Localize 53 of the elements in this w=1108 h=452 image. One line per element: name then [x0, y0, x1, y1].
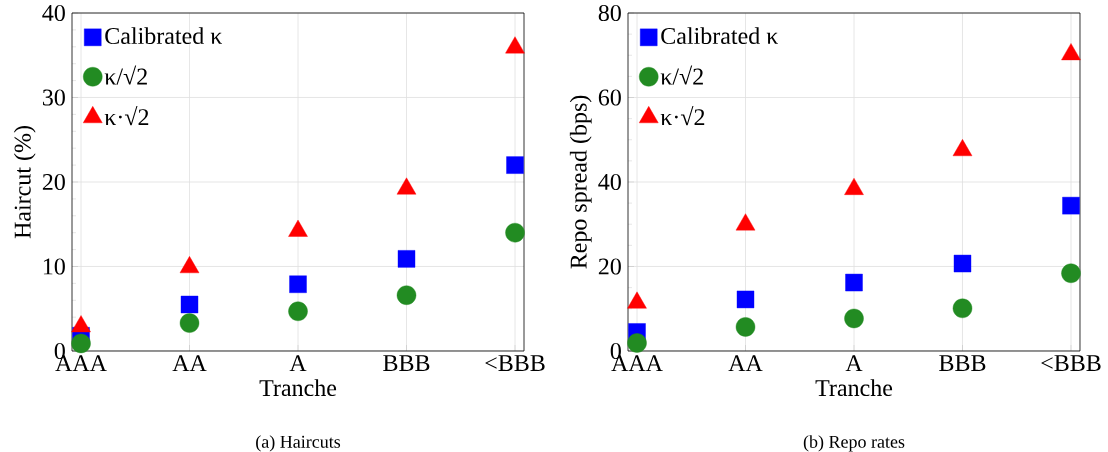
- x-tick-label: BBB: [939, 355, 986, 371]
- y-tick-label: 20: [598, 258, 621, 275]
- point: [1061, 263, 1081, 283]
- point: [952, 139, 973, 157]
- point: [179, 313, 200, 333]
- point: [844, 308, 864, 329]
- point: [397, 250, 416, 268]
- y-tick-label: 30: [42, 89, 65, 106]
- y-tick-label: 60: [598, 89, 621, 106]
- point: [396, 285, 417, 305]
- point: [845, 273, 863, 292]
- point: [1062, 196, 1080, 215]
- legend-label: κ/√2: [104, 65, 147, 85]
- point: [396, 177, 417, 195]
- y-axis-title: Repo spread (bps): [569, 95, 592, 269]
- x-tick-label: BBB: [383, 355, 430, 371]
- point: [505, 222, 525, 243]
- point: [735, 317, 756, 337]
- text: (a) Haircuts: [256, 435, 341, 452]
- legend-label: Calibrated κ: [661, 27, 778, 45]
- point: [1061, 43, 1081, 61]
- x-tick-label: <BBB: [1041, 355, 1101, 371]
- y-tick-label: 40: [42, 4, 65, 22]
- point: [736, 290, 755, 309]
- x-tick-label: A: [289, 355, 307, 372]
- x-tick-label: AA: [728, 355, 763, 372]
- point: [952, 298, 973, 319]
- x-axis-title: Tranche: [259, 379, 337, 397]
- x-tick-label: AA: [172, 355, 207, 372]
- point: [288, 301, 308, 321]
- point: [71, 333, 91, 354]
- point: [627, 333, 647, 353]
- legend-label: κ/√2: [660, 65, 703, 85]
- legend-label: κ·√2: [104, 106, 149, 126]
- y-tick-label: 40: [598, 173, 621, 191]
- legend-label: κ·√2: [660, 106, 705, 126]
- point: [735, 213, 756, 231]
- y-tick-label: 80: [598, 4, 621, 22]
- x-tick-label: A: [845, 355, 863, 372]
- x-tick-label: <BBB: [485, 355, 545, 371]
- point: [289, 275, 307, 293]
- y-tick-label: 10: [43, 258, 65, 275]
- y-tick-label: 20: [42, 173, 65, 191]
- point: [180, 295, 199, 314]
- point: [506, 156, 524, 174]
- x-axis-title: Tranche: [815, 379, 893, 397]
- y-axis-title: Haircut (%): [13, 126, 36, 239]
- point: [505, 36, 525, 54]
- point: [953, 254, 972, 273]
- legend-label: Calibrated κ: [105, 27, 223, 45]
- point: [844, 177, 864, 195]
- text: (b) Repo rates: [803, 435, 905, 452]
- point: [179, 256, 200, 274]
